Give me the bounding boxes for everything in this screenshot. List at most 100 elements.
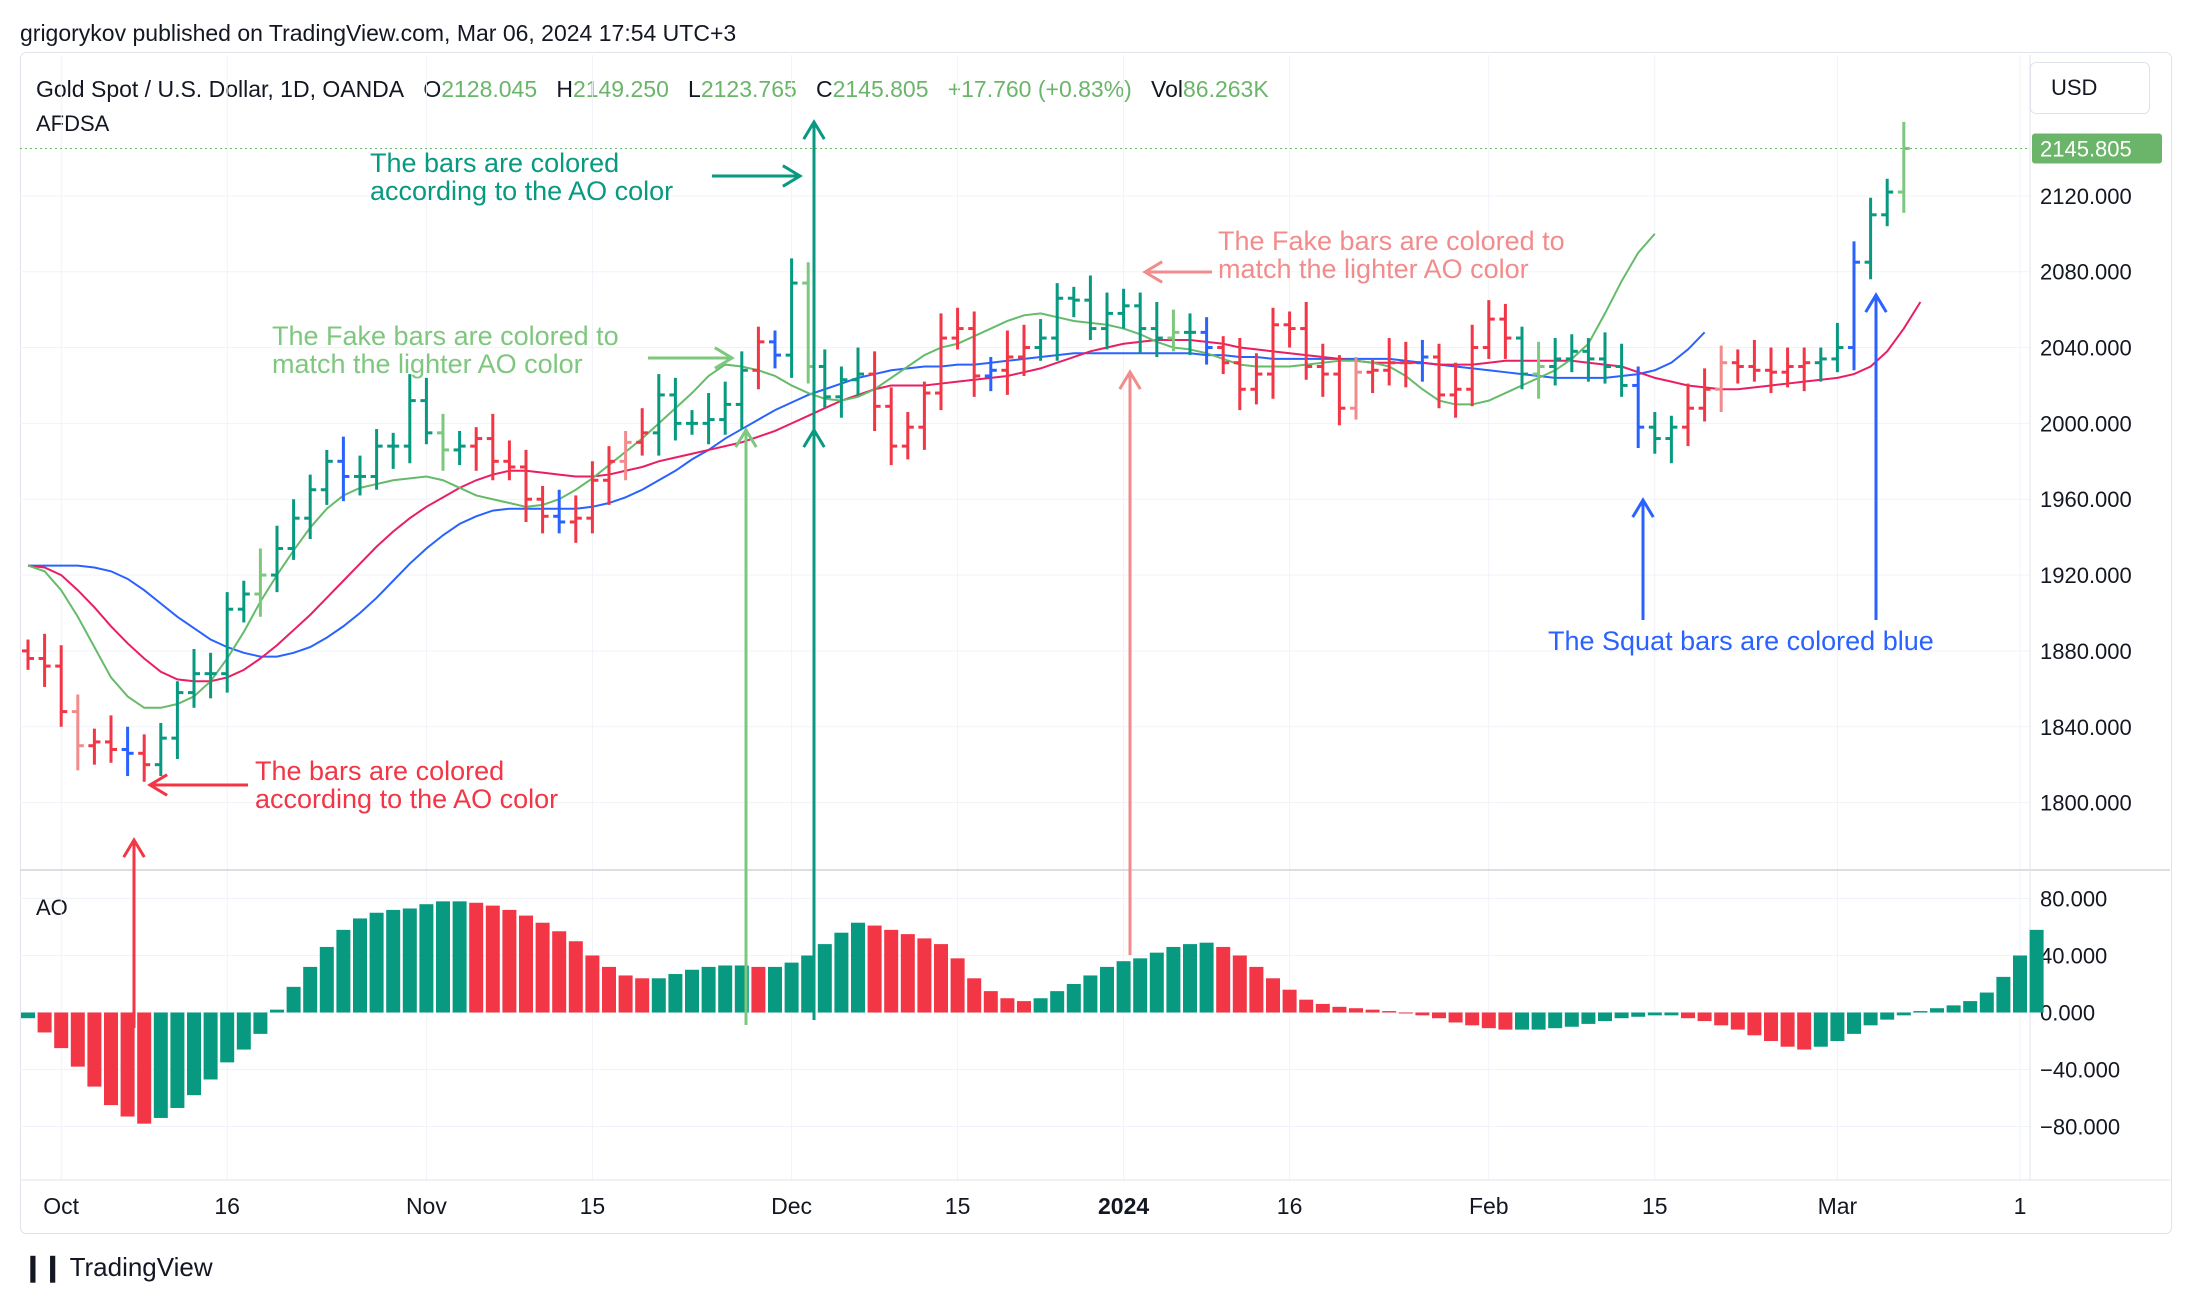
ao-up-arrow-head: [782, 164, 803, 188]
ao-bar: [602, 966, 616, 1013]
ao-bar: [1996, 976, 2011, 1013]
indicator-name[interactable]: AFDSA: [36, 111, 110, 136]
tradingview-brand[interactable]: ❙❙ TradingView: [22, 1252, 213, 1283]
ao-bar: [1515, 1012, 1529, 1030]
ao-bar: [270, 1009, 284, 1013]
ao-bar: [1797, 1012, 1812, 1050]
ao-bar: [1149, 952, 1164, 1013]
change-value: +17.760 (+0.83%): [947, 76, 1132, 102]
chart-frame: [20, 52, 2172, 1234]
ao-bar: [668, 974, 683, 1013]
ao-bar: [618, 975, 633, 1013]
annotation-text: The Fake bars are colored to: [272, 321, 619, 351]
price-tick-label: 1800.000: [2040, 791, 2132, 816]
time-tick-label: Feb: [1469, 1193, 1509, 1219]
ao-bar: [1913, 1011, 1928, 1013]
ao-bar: [1066, 984, 1081, 1013]
ao-up-uparrow-head: [802, 427, 826, 448]
ao-tick-label: 80.000: [2040, 887, 2107, 912]
ao-bar: [1299, 999, 1314, 1013]
ao-bar: [1282, 989, 1297, 1013]
alligator-lips-line: [27, 233, 1656, 709]
ao-bar: [419, 904, 434, 1013]
ao-bar: [1598, 1012, 1612, 1022]
time-tick-label: 16: [1277, 1193, 1303, 1219]
fake-down-vline-head: [1118, 369, 1142, 390]
fake-up-arrow-head: [714, 346, 735, 370]
ao-bar: [751, 966, 766, 1013]
ao-bar: [170, 1012, 185, 1108]
ao-bar: [1100, 966, 1114, 1013]
ao-bar: [336, 929, 351, 1013]
ao-bar: [1847, 1012, 1861, 1034]
ao-down-vline-head: [122, 837, 146, 858]
ao-bar: [1183, 944, 1197, 1013]
ao-bar: [651, 978, 666, 1013]
ao-bar: [137, 1012, 152, 1124]
ao-bar: [253, 1012, 268, 1034]
ao-bar: [1266, 978, 1280, 1013]
open-label: O: [423, 76, 442, 102]
ao-bar: [1681, 1012, 1695, 1019]
ao-bar: [950, 958, 965, 1013]
low-value: 2123.765: [700, 76, 797, 102]
ao-bar: [1780, 1012, 1795, 1047]
price-tick-label: 2040.000: [2040, 336, 2132, 361]
ao-bar: [21, 1012, 35, 1019]
ao-bar: [1647, 1012, 1662, 1016]
ao-bar: [1979, 992, 1994, 1013]
ao-pane-name[interactable]: AO: [36, 895, 68, 920]
ao-bar: [718, 965, 733, 1013]
ao-bar: [983, 991, 998, 1013]
ao-bar: [1332, 1006, 1347, 1013]
ao-bar: [1448, 1012, 1463, 1023]
annotation-text: The Squat bars are colored blue: [1548, 626, 1934, 656]
symbol-legend: Gold Spot / U.S. Dollar, 1D, OANDA O2128…: [36, 76, 1269, 103]
ao-bar: [1133, 958, 1148, 1013]
ao-bar: [1631, 1012, 1646, 1017]
ao-bar: [519, 915, 533, 1013]
high-label: H: [556, 76, 573, 102]
ao-bar: [884, 929, 899, 1013]
ao-bar: [1382, 1011, 1397, 1013]
volume-value: 86.263K: [1182, 76, 1269, 102]
ao-bar: [867, 925, 882, 1013]
time-tick-label: 15: [1642, 1193, 1668, 1219]
ao-bar: [701, 966, 716, 1013]
ao-bar: [1930, 1008, 1944, 1013]
ao-bar: [1963, 1001, 1978, 1013]
ao-bar: [1714, 1012, 1729, 1026]
ao-bar: [1863, 1012, 1878, 1026]
tradingview-logo-icon: ❙❙: [22, 1252, 64, 1282]
ao-bar: [967, 978, 982, 1013]
ao-bar: [120, 1012, 135, 1117]
price-tick-label: 1920.000: [2040, 563, 2132, 588]
currency-button[interactable]: USD: [2030, 62, 2150, 114]
ao-bar: [535, 922, 550, 1013]
ao-tick-label: −80.000: [2040, 1115, 2120, 1140]
ao-bar: [552, 931, 567, 1013]
ao-bar: [1531, 1012, 1546, 1030]
ao-bar: [1830, 1012, 1845, 1041]
price-tick-label: 2000.000: [2040, 411, 2132, 436]
open-value: 2128.045: [441, 76, 538, 102]
ao-bar: [153, 1012, 168, 1118]
close-label: C: [815, 76, 833, 102]
ao-bar: [834, 932, 849, 1013]
ao-bar: [1548, 1012, 1563, 1029]
ao-tick-label: −40.000: [2040, 1058, 2120, 1083]
price-tick-label: 2120.000: [2040, 184, 2132, 209]
ao-bar: [768, 966, 782, 1013]
ao-bar: [851, 922, 865, 1013]
symbol-name[interactable]: Gold Spot / U.S. Dollar, 1D, OANDA: [36, 76, 405, 102]
annotation-text: The bars are colored: [370, 148, 619, 178]
last-price-tag: [2032, 133, 2162, 164]
ao-bar: [1465, 1012, 1480, 1026]
time-tick-label: Oct: [43, 1193, 79, 1219]
brand-text: TradingView: [69, 1252, 213, 1282]
ao-bar: [568, 941, 583, 1013]
price-tick-label: 1960.000: [2040, 487, 2132, 512]
ao-bar: [2029, 929, 2044, 1013]
ao-bar: [469, 902, 484, 1013]
ao-bar: [1017, 1001, 1031, 1013]
